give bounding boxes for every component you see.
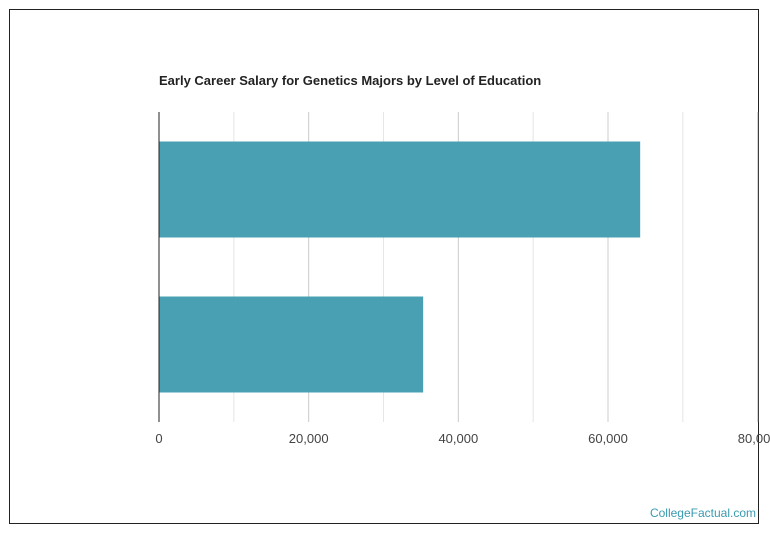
x-tick-label: 60,000 bbox=[588, 431, 628, 446]
bar-2 bbox=[159, 296, 424, 393]
bars bbox=[159, 141, 641, 393]
x-tick-label: 40,000 bbox=[438, 431, 478, 446]
x-tick-label: 80,000 bbox=[738, 431, 770, 446]
watermark: CollegeFactual.com bbox=[649, 506, 756, 520]
x-tick-labels: 0 20,000 40,000 60,000 80,000 bbox=[155, 431, 770, 446]
x-tick-label: 20,000 bbox=[289, 431, 329, 446]
x-tick-label: 0 bbox=[155, 431, 162, 446]
chart-title: Early Career Salary for Genetics Majors … bbox=[159, 73, 542, 88]
bar-1 bbox=[159, 141, 641, 238]
